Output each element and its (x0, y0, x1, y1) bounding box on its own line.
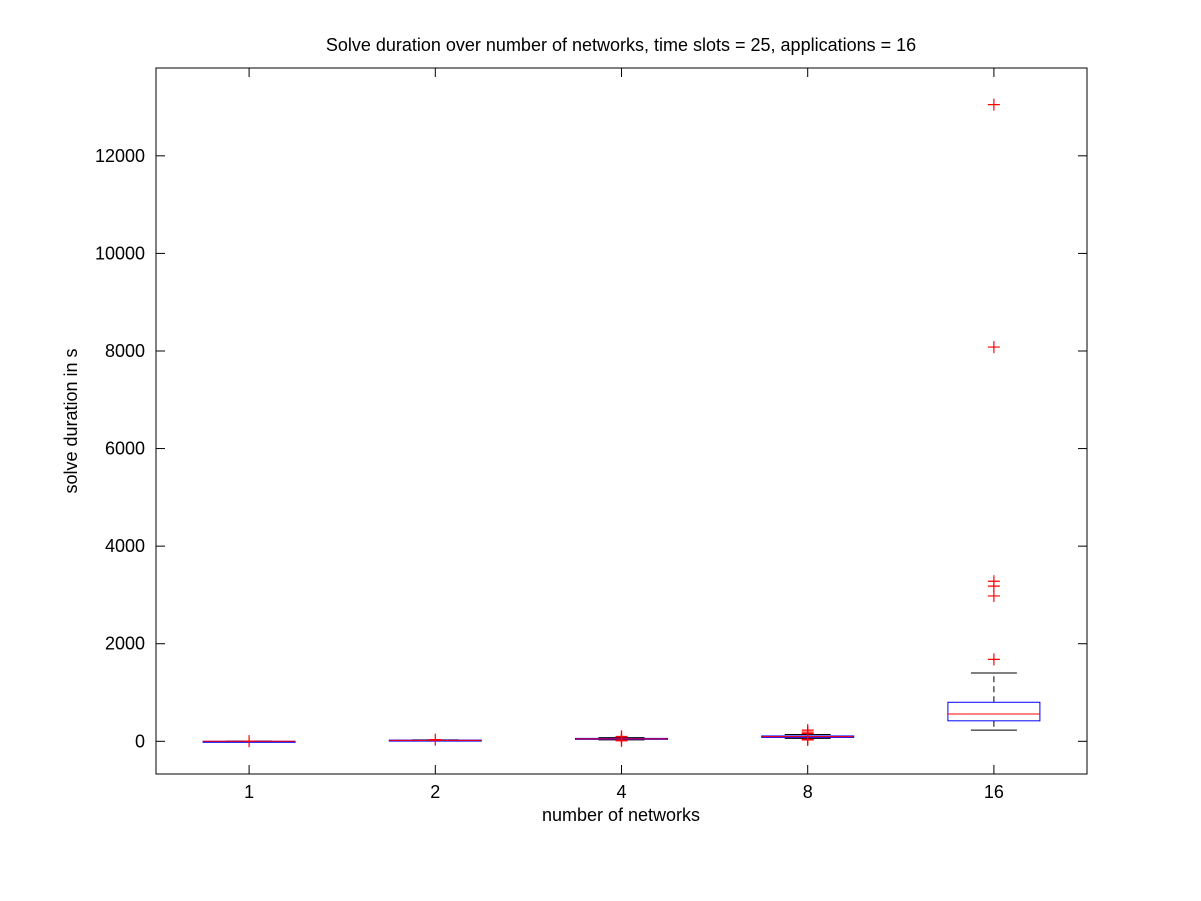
y-axis: 0 2000 4000 6000 8000 10000 12000 (95, 146, 1087, 751)
y-tick-label: 2000 (105, 634, 145, 654)
outlier-marker (987, 341, 1000, 354)
y-tick-label: 0 (135, 731, 145, 751)
box-8 (761, 724, 855, 746)
outlier-marker (987, 653, 1000, 666)
box-4 (575, 730, 668, 747)
outlier-marker (243, 735, 256, 748)
box-body (947, 701, 1041, 722)
x-tick-label: 2 (430, 782, 440, 802)
y-tick-label: 8000 (105, 341, 145, 361)
box-2 (388, 733, 482, 746)
x-tick-label: 16 (984, 782, 1004, 802)
chart-title: Solve duration over number of networks, … (326, 35, 916, 55)
outlier-marker (987, 575, 1000, 588)
y-tick-label: 4000 (105, 536, 145, 556)
y-tick-label: 6000 (105, 439, 145, 459)
outlier-marker (429, 733, 442, 746)
box-1 (202, 735, 296, 748)
x-tick-label: 8 (803, 782, 813, 802)
outlier-marker (801, 724, 814, 737)
x-axis: 1 2 4 8 16 (244, 68, 1004, 802)
x-axis-label: number of networks (542, 805, 700, 825)
y-tick-label: 12000 (95, 146, 145, 166)
box-16 (947, 98, 1041, 731)
plot-area (155, 67, 1088, 775)
outlier-marker (615, 730, 628, 743)
y-axis-label: solve duration in s (61, 348, 81, 493)
x-tick-label: 4 (616, 782, 626, 802)
boxes-group (202, 98, 1041, 748)
x-tick-label: 1 (244, 782, 254, 802)
y-tick-label: 10000 (95, 243, 145, 263)
outlier-marker (987, 98, 1000, 111)
